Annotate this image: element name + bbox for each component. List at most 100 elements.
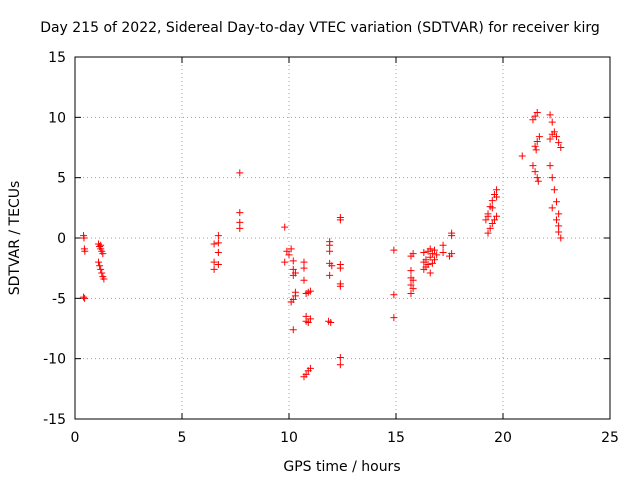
- data-point: [407, 290, 415, 298]
- axis-ticks: 0 5 10 15 20 25 15 10 5 0 -5 -10 -15: [43, 50, 619, 446]
- data-point: [236, 218, 244, 226]
- data-point: [555, 228, 563, 236]
- data-point: [439, 241, 447, 249]
- data-point: [281, 223, 289, 231]
- y-axis-label: SDTVAR / TECUs: [7, 181, 23, 296]
- y-tick-label: -15: [43, 412, 66, 428]
- data-point: [300, 276, 308, 284]
- data-point: [210, 240, 218, 248]
- y-tick-label: 5: [57, 171, 66, 187]
- data-point: [99, 250, 107, 258]
- data-point: [535, 133, 543, 141]
- x-tick-label: 5: [178, 430, 187, 446]
- data-point: [390, 246, 398, 254]
- data-point: [306, 315, 314, 323]
- data-point: [81, 247, 89, 255]
- y-tick-label: -5: [52, 291, 66, 307]
- data-point: [409, 250, 417, 258]
- data-point: [533, 174, 541, 182]
- data-point: [289, 257, 297, 265]
- data-point: [493, 212, 501, 220]
- data-point: [100, 275, 108, 283]
- data-point: [493, 186, 501, 194]
- y-tick-label: 0: [57, 231, 66, 247]
- y-tick-label: -10: [43, 352, 66, 368]
- data-point: [482, 216, 490, 224]
- data-point: [300, 264, 308, 272]
- data-point: [96, 262, 104, 270]
- data-point: [548, 174, 556, 182]
- data-point: [531, 168, 539, 176]
- data-point: [291, 292, 299, 300]
- data-point: [484, 229, 492, 237]
- data-point: [488, 197, 496, 205]
- data-point: [214, 248, 222, 256]
- data-point: [326, 247, 334, 255]
- data-point: [97, 241, 105, 249]
- data-point: [407, 281, 415, 289]
- data-point: [557, 234, 565, 242]
- data-point: [486, 224, 494, 232]
- data-point: [548, 204, 556, 212]
- data-point: [287, 245, 295, 253]
- data-point: [336, 282, 344, 290]
- data-point: [484, 212, 492, 220]
- data-point: [407, 267, 415, 275]
- data-point: [97, 265, 105, 273]
- data-point: [529, 116, 537, 124]
- data-point: [428, 259, 436, 267]
- data-point: [553, 198, 560, 206]
- data-point: [493, 193, 501, 201]
- data-point: [306, 287, 314, 295]
- data-point: [300, 258, 308, 266]
- x-tick-label: 20: [494, 430, 512, 446]
- data-point: [548, 130, 556, 138]
- data-point: [557, 144, 565, 151]
- data-point: [210, 265, 218, 273]
- data-point: [214, 261, 222, 269]
- data-point: [546, 162, 554, 170]
- data-point: [285, 251, 293, 259]
- data-point: [550, 186, 558, 194]
- data-point: [531, 142, 539, 150]
- data-point: [336, 361, 344, 369]
- data-point: [488, 220, 496, 228]
- data-point: [553, 216, 560, 224]
- data-point: [533, 137, 541, 145]
- data-point: [236, 169, 244, 177]
- data-point: [80, 293, 88, 301]
- data-point: [555, 222, 563, 230]
- data-point: [424, 261, 432, 269]
- x-axis-label: GPS time / hours: [283, 459, 400, 475]
- y-tick-label: 15: [48, 50, 66, 66]
- data-point: [236, 224, 244, 232]
- data-point: [428, 250, 436, 258]
- data-point: [534, 177, 542, 185]
- data-point: [236, 209, 244, 217]
- data-point: [80, 234, 88, 242]
- data-points: [80, 109, 565, 381]
- data-point: [328, 262, 336, 270]
- data-point: [336, 353, 344, 361]
- data-point: [448, 232, 456, 240]
- data-point: [409, 276, 417, 284]
- data-point: [431, 246, 439, 254]
- data-point: [439, 248, 447, 256]
- data-point: [426, 245, 434, 253]
- data-point: [433, 251, 441, 259]
- data-point: [529, 162, 537, 170]
- data-point: [390, 314, 398, 322]
- data-point: [426, 253, 434, 261]
- data-point: [326, 241, 334, 249]
- data-point: [289, 296, 297, 304]
- data-point: [422, 256, 430, 264]
- data-point: [281, 258, 289, 266]
- data-point: [548, 118, 556, 126]
- data-point: [214, 232, 222, 240]
- plot-frame: [74, 56, 611, 420]
- data-point: [304, 318, 312, 326]
- data-point: [553, 133, 560, 141]
- data-point: [490, 216, 498, 224]
- data-point: [289, 326, 297, 334]
